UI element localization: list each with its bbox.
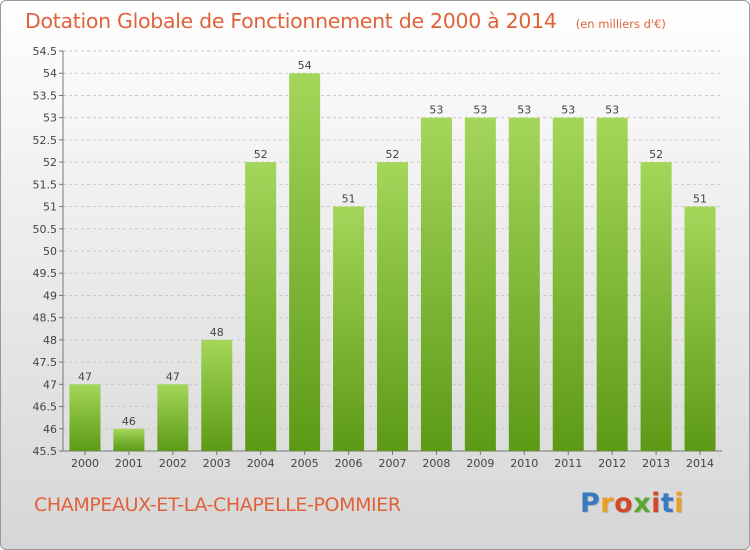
logo-letter: r (600, 488, 615, 519)
y-tick-label: 54 (43, 67, 57, 80)
value-label-2002: 47 (166, 370, 180, 383)
proxiti-logo[interactable]: Proxiti (580, 488, 684, 519)
bar-2002 (157, 384, 189, 451)
x-tick-label-2013: 2013 (642, 457, 670, 470)
logo-letter: x (633, 488, 652, 519)
x-tick-label-2011: 2011 (554, 457, 582, 470)
y-tick-label: 52.5 (33, 134, 58, 147)
y-tick-label: 48.5 (33, 312, 58, 325)
logo-letter: o (614, 488, 634, 519)
y-tick-label: 49 (43, 289, 57, 302)
value-label-2003: 48 (210, 326, 224, 339)
logo-letter: i (651, 488, 661, 519)
label-layer: 47 2000 46 2001 47 2002 48 2003 52 2004 54 2005 51 20… (71, 59, 714, 470)
x-tick-label-2001: 2001 (115, 457, 143, 470)
value-label-2014: 51 (693, 193, 707, 206)
x-tick-label-2005: 2005 (291, 457, 319, 470)
bar-2011 (552, 117, 584, 452)
chart-title: Dotation Globale de Fonctionnement de 20… (25, 9, 557, 33)
x-tick-label-2008: 2008 (422, 457, 450, 470)
y-tick-label: 51.5 (33, 178, 58, 191)
value-label-2010: 53 (517, 104, 531, 117)
value-label-2013: 52 (649, 148, 663, 161)
value-label-2011: 53 (561, 104, 575, 117)
logo-letter: P (580, 488, 601, 519)
value-label-2000: 47 (78, 370, 92, 383)
y-tick-label: 50.5 (33, 223, 58, 236)
commune-name: CHAMPEAUX-ET-LA-CHAPELLE-POMMIER (34, 494, 401, 516)
value-label-2004: 52 (254, 148, 268, 161)
y-tick-label: 46.5 (33, 401, 58, 414)
x-tick-label-2012: 2012 (598, 457, 626, 470)
value-label-2006: 51 (342, 193, 356, 206)
bar-2000 (69, 384, 101, 451)
y-tick-label: 46 (43, 423, 57, 436)
y-tick-label: 47.5 (33, 356, 58, 369)
x-tick-label-2014: 2014 (686, 457, 714, 470)
title-row: Dotation Globale de Fonctionnement de 20… (25, 9, 666, 33)
value-label-2012: 53 (605, 104, 619, 117)
x-tick-label-2002: 2002 (159, 457, 187, 470)
y-tick-label: 48 (43, 334, 57, 347)
y-tick-label: 49.5 (33, 267, 58, 280)
y-tick-label: 52 (43, 156, 57, 169)
value-label-2008: 53 (429, 104, 443, 117)
value-label-2007: 52 (386, 148, 400, 161)
x-tick-label-2006: 2006 (335, 457, 363, 470)
x-tick-label-2009: 2009 (466, 457, 494, 470)
bar-2010 (508, 117, 540, 452)
bar-2001 (113, 428, 145, 451)
bar-2014 (684, 206, 716, 451)
x-tick-label-2000: 2000 (71, 457, 99, 470)
logo-letter: i (674, 488, 685, 519)
bar-2006 (333, 206, 365, 451)
logo-letter: t (660, 488, 675, 519)
y-tick-label: 53 (43, 112, 57, 125)
bar-layer (69, 73, 716, 452)
value-label-2001: 46 (122, 415, 136, 428)
y-tick-label: 53.5 (33, 89, 58, 102)
x-tick-label-2003: 2003 (203, 457, 231, 470)
bar-2005 (289, 73, 321, 451)
y-tick-label: 51 (43, 201, 57, 214)
value-label-2009: 53 (473, 104, 487, 117)
x-tick-label-2004: 2004 (247, 457, 275, 470)
bar-2007 (377, 162, 408, 451)
x-tick-label-2007: 2007 (379, 457, 407, 470)
bar-2009 (464, 117, 496, 452)
bar-2013 (640, 162, 672, 451)
axis-layer: 45.5 46 46.5 47 47.5 48 48.5 49 49.5 50 50.5 51 51.5… (33, 45, 722, 458)
bar-2012 (596, 117, 628, 452)
chart-unit: (en milliers d'€) (575, 17, 666, 31)
bar-2003 (201, 339, 233, 451)
y-tick-label: 47 (43, 378, 57, 391)
x-tick-label-2010: 2010 (510, 457, 538, 470)
y-tick-label: 54.5 (33, 45, 58, 58)
y-tick-label: 45.5 (33, 445, 58, 458)
bar-2004 (245, 162, 277, 451)
y-tick-label: 50 (43, 245, 57, 258)
value-label-2005: 54 (298, 59, 312, 72)
bar-2008 (420, 117, 452, 452)
